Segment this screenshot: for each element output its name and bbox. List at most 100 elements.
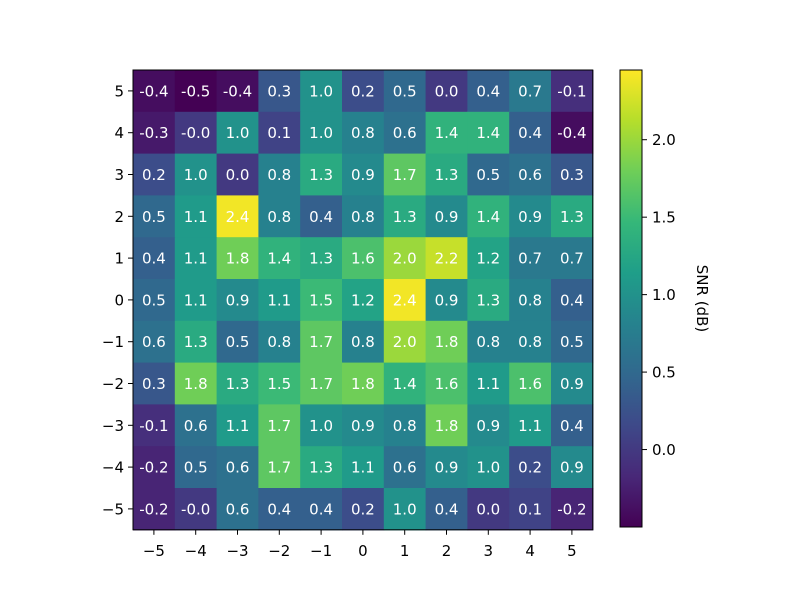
heatmap-cell [509, 111, 552, 155]
x-tick-label: 1 [400, 542, 410, 560]
cell-value-label: 0.8 [351, 208, 375, 226]
cell-value-label: 1.3 [309, 166, 333, 184]
cell-value-label: -0.2 [557, 500, 586, 518]
cell-value-label: 0.7 [560, 250, 584, 268]
y-tick-label: −1 [102, 333, 124, 351]
cell-value-label: 1.4 [267, 250, 291, 268]
cell-value-label: 0.8 [267, 208, 291, 226]
cell-value-label: 0.9 [435, 291, 459, 309]
heatmap-cell [174, 279, 218, 322]
cell-value-label: 1.1 [267, 291, 291, 309]
heatmap-cell [509, 195, 552, 238]
cell-value-label: 0.4 [518, 124, 542, 142]
y-tick-label: −3 [102, 417, 124, 435]
cell-value-label: 0.2 [518, 459, 542, 477]
x-tick-label: −3 [226, 542, 248, 560]
cell-value-label: 0.4 [309, 500, 333, 518]
heatmap-cell [383, 362, 427, 405]
heatmap-cell [174, 488, 218, 531]
x-tick-label: 0 [358, 542, 368, 560]
heatmap-cell [216, 195, 259, 238]
cell-value-label: 1.3 [476, 291, 500, 309]
heatmap-cell [300, 488, 343, 531]
cell-value-label: 2.0 [393, 250, 417, 268]
colorbar [619, 69, 643, 528]
cell-value-label: 1.0 [184, 166, 208, 184]
heatmap-cell [174, 404, 218, 447]
heatmap-cell [551, 446, 594, 489]
heatmap-cell [216, 404, 259, 447]
x-tick-label: 5 [567, 542, 577, 560]
heatmap-cell [133, 362, 176, 405]
heatmap-cell [551, 404, 594, 447]
cell-value-label: 1.3 [309, 250, 333, 268]
heatmap-cell [133, 488, 176, 531]
heatmap-cell [258, 70, 301, 113]
cell-value-label: 0.1 [267, 124, 291, 142]
heatmap-cell [258, 153, 301, 196]
cell-value-label: 1.5 [267, 375, 291, 393]
cell-value-label: 1.7 [267, 417, 291, 435]
heatmap-cell [133, 279, 176, 322]
heatmap-cell [133, 195, 176, 238]
heatmap-cell [133, 111, 176, 155]
heatmap-cell [425, 320, 468, 364]
cell-value-label: 0.9 [435, 459, 459, 477]
heatmap-cell [383, 195, 427, 238]
heatmap-cell [425, 362, 468, 405]
heatmap-cell [551, 70, 594, 113]
heatmap-cell [300, 111, 343, 155]
cell-value-label: 0.9 [560, 375, 584, 393]
y-tick-label: −4 [102, 459, 124, 477]
cell-value-label: 0.1 [518, 500, 542, 518]
heatmap-cell [342, 488, 385, 531]
x-tick-label: −5 [143, 542, 165, 560]
cell-value-label: 1.1 [351, 459, 375, 477]
cell-value-label: 0.4 [142, 250, 166, 268]
heatmap-cell [467, 111, 510, 155]
heatmap-cell [174, 195, 218, 238]
heatmap-cell [300, 362, 343, 405]
heatmap-cell [174, 111, 218, 155]
cell-value-label: 1.1 [476, 375, 500, 393]
cell-value-label: 0.4 [560, 417, 584, 435]
cell-value-label: 1.3 [560, 208, 584, 226]
heatmap-cell [425, 153, 468, 196]
cell-value-label: -0.2 [139, 500, 168, 518]
cell-value-label: 0.7 [518, 250, 542, 268]
heatmap-cell [216, 446, 259, 489]
cell-value-label: 1.3 [226, 375, 250, 393]
heatmap-cell [551, 279, 594, 322]
x-tick-label: −2 [268, 542, 290, 560]
colorbar-tick-label: 0.5 [652, 364, 676, 382]
colorbar-tick-label: 1.5 [652, 209, 676, 227]
heatmap-cell [216, 70, 259, 113]
cell-value-label: 1.0 [226, 124, 250, 142]
cell-value-label: 0.2 [351, 82, 375, 100]
cell-value-label: 0.8 [267, 166, 291, 184]
heatmap-cell [216, 153, 259, 196]
heatmap-cell [551, 320, 594, 364]
heatmap-cell [509, 237, 552, 280]
heatmap-cell [342, 111, 385, 155]
cell-value-label: 1.4 [476, 124, 500, 142]
cell-value-label: 0.2 [142, 166, 166, 184]
cell-value-label: 0.4 [435, 500, 459, 518]
heatmap-cell [216, 111, 259, 155]
cell-value-label: 0.9 [476, 417, 500, 435]
heatmap-cell [551, 237, 594, 280]
heatmap-cell [342, 362, 385, 405]
x-axis: −5 −4 −3 −2 −1 0 1 2 3 4 5 [143, 529, 577, 560]
cell-value-label: 0.6 [226, 459, 250, 477]
cell-value-label: 0.6 [393, 459, 417, 477]
cell-value-label: 0.6 [518, 166, 542, 184]
cell-value-label: 0.4 [267, 500, 291, 518]
cell-value-label: 0.8 [393, 417, 417, 435]
heatmap-cell [300, 70, 343, 113]
heatmap-cell [133, 153, 176, 196]
heatmap-cell [300, 446, 343, 489]
heatmap-cell [467, 70, 510, 113]
y-tick-label: 5 [114, 82, 124, 100]
heatmap-cell [509, 320, 552, 364]
